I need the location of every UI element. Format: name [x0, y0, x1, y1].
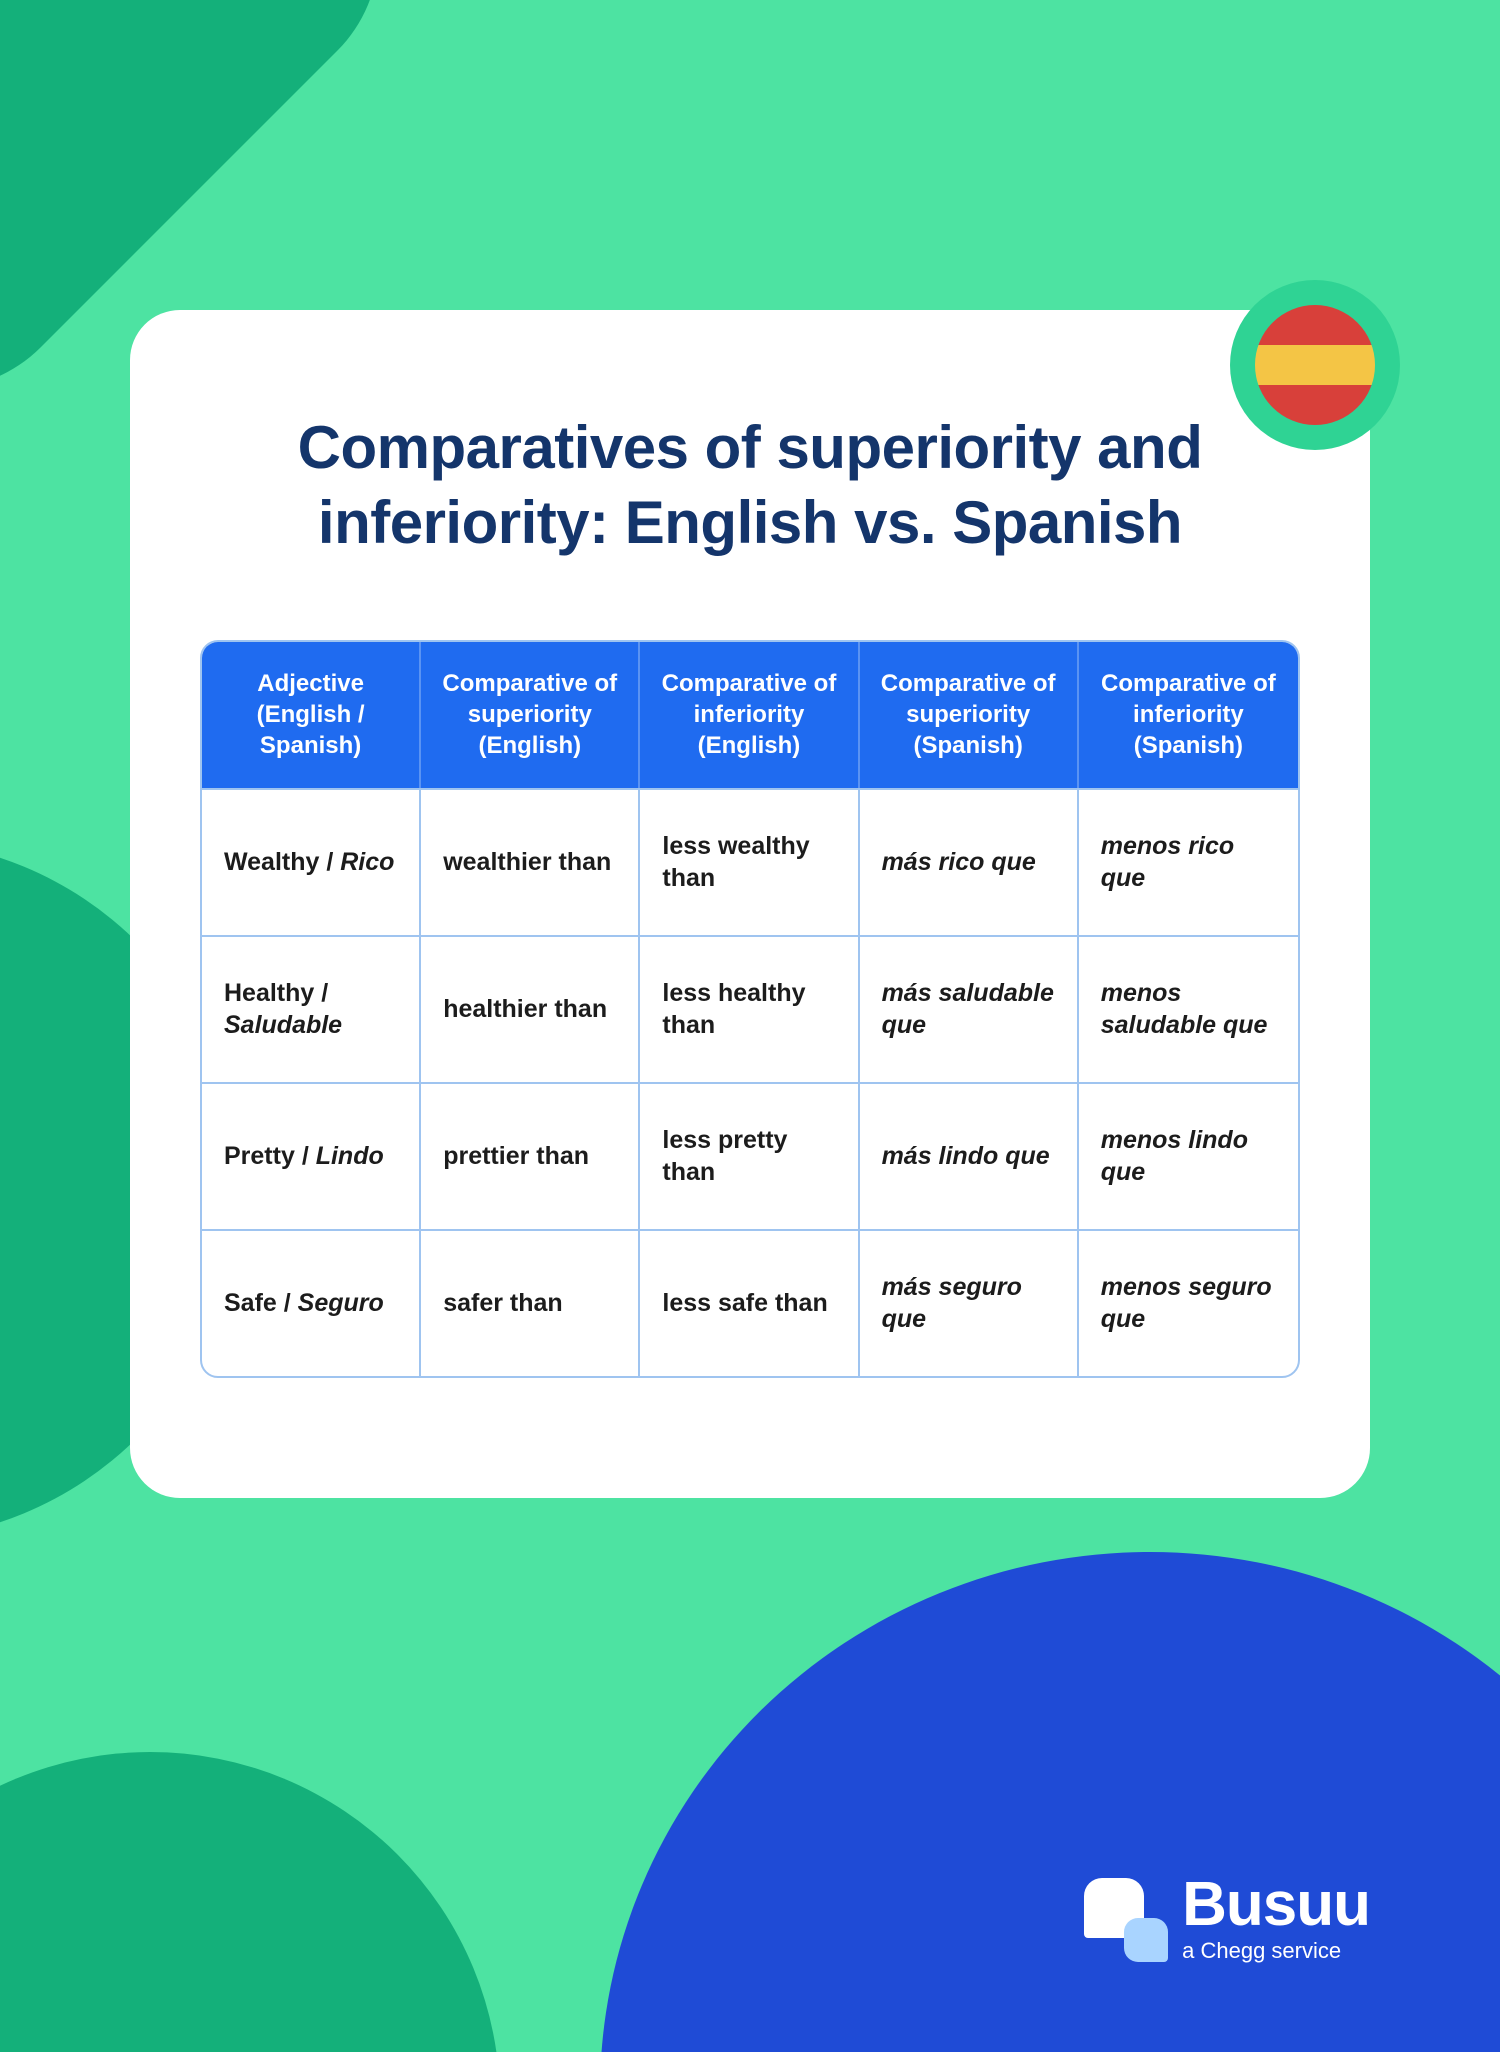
- cell-sup-en: healthier than: [421, 935, 640, 1082]
- comparatives-table: Adjective (English / Spanish) Comparativ…: [200, 640, 1300, 1378]
- cell-adjective: Wealthy / Rico: [202, 788, 421, 935]
- cell-sup-es: más lindo que: [860, 1082, 1079, 1229]
- busuu-logo-icon: [1084, 1878, 1162, 1956]
- col-inf-es: Comparative of inferiority (Spanish): [1079, 642, 1298, 788]
- brand-text: Busuu a Chegg service: [1182, 1872, 1370, 1962]
- spain-flag-icon: [1255, 305, 1375, 425]
- cell-sup-en: wealthier than: [421, 788, 640, 935]
- table-header-row: Adjective (English / Spanish) Comparativ…: [202, 642, 1298, 788]
- infographic-canvas: Comparatives of superiority and inferior…: [0, 0, 1500, 2052]
- cell-sup-en: prettier than: [421, 1082, 640, 1229]
- brand-logo: Busuu a Chegg service: [1084, 1872, 1370, 1962]
- cell-inf-en: less pretty than: [640, 1082, 859, 1229]
- page-title: Comparatives of superiority and inferior…: [200, 410, 1300, 560]
- brand-tagline: a Chegg service: [1182, 1939, 1370, 1962]
- col-sup-en: Comparative of superiority (English): [421, 642, 640, 788]
- decor-blob-blue: [600, 1552, 1500, 2052]
- cell-adjective: Safe / Seguro: [202, 1229, 421, 1376]
- brand-name: Busuu: [1182, 1872, 1370, 1937]
- table-body: Wealthy / Rico wealthier than less wealt…: [202, 788, 1298, 1376]
- flag-badge: [1230, 280, 1400, 450]
- col-adjective: Adjective (English / Spanish): [202, 642, 421, 788]
- table-row: Healthy / Saludable healthier than less …: [202, 935, 1298, 1082]
- table-row: Wealthy / Rico wealthier than less wealt…: [202, 788, 1298, 935]
- cell-sup-en: safer than: [421, 1229, 640, 1376]
- content-card: Comparatives of superiority and inferior…: [130, 310, 1370, 1498]
- table-row: Pretty / Lindo prettier than less pretty…: [202, 1082, 1298, 1229]
- cell-adjective: Pretty / Lindo: [202, 1082, 421, 1229]
- cell-inf-es: menos lindo que: [1079, 1082, 1298, 1229]
- cell-inf-en: less healthy than: [640, 935, 859, 1082]
- cell-inf-es: menos rico que: [1079, 788, 1298, 935]
- cell-inf-en: less safe than: [640, 1229, 859, 1376]
- decor-blob-green: [0, 1752, 500, 2052]
- cell-inf-en: less wealthy than: [640, 788, 859, 935]
- cell-sup-es: más rico que: [860, 788, 1079, 935]
- col-inf-en: Comparative of inferiority (English): [640, 642, 859, 788]
- cell-inf-es: menos seguro que: [1079, 1229, 1298, 1376]
- table-row: Safe / Seguro safer than less safe than …: [202, 1229, 1298, 1376]
- col-sup-es: Comparative of superiority (Spanish): [860, 642, 1079, 788]
- cell-sup-es: más saludable que: [860, 935, 1079, 1082]
- cell-adjective: Healthy / Saludable: [202, 935, 421, 1082]
- cell-inf-es: menos saludable que: [1079, 935, 1298, 1082]
- cell-sup-es: más seguro que: [860, 1229, 1079, 1376]
